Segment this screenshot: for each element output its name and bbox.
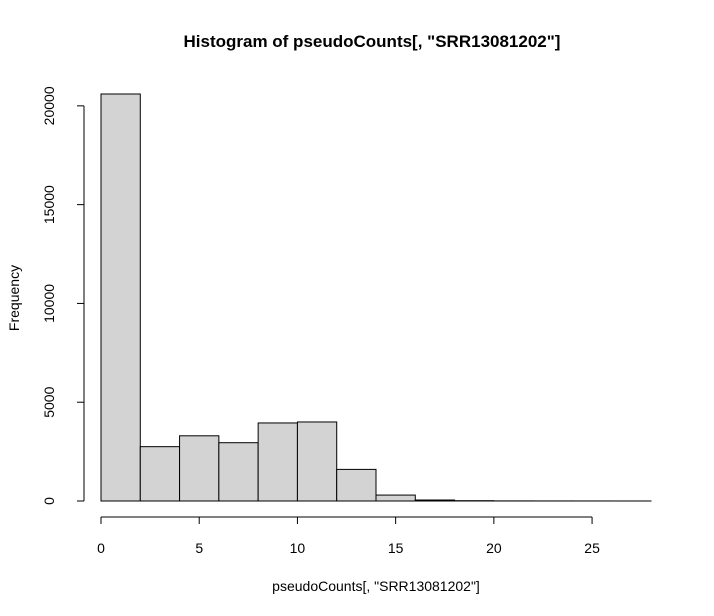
y-tick-label: 10000 xyxy=(41,284,57,323)
x-tick-label: 25 xyxy=(584,540,600,556)
histogram-bar xyxy=(257,422,298,502)
histogram-bar xyxy=(218,442,259,502)
x-tick-label: 20 xyxy=(486,540,502,556)
histogram-bar xyxy=(139,446,181,502)
histogram-bar xyxy=(179,435,220,502)
y-axis-label: Frequency xyxy=(6,265,22,331)
y-tick-label: 0 xyxy=(41,497,57,505)
x-tick-label: 15 xyxy=(388,540,404,556)
histogram-bar xyxy=(336,468,377,502)
x-tick-label: 10 xyxy=(290,540,306,556)
y-tick-label: 15000 xyxy=(41,185,57,224)
y-axis: 0 5000 10000 15000 20000 xyxy=(41,86,85,505)
x-axis: 0 5 10 15 20 25 xyxy=(97,516,600,556)
x-tick-label: 5 xyxy=(195,540,203,556)
y-tick-label: 5000 xyxy=(41,386,57,417)
histogram-bar xyxy=(100,93,141,502)
y-tick-label: 20000 xyxy=(41,86,57,125)
histogram-bar xyxy=(375,494,416,502)
x-tick-label: 0 xyxy=(97,540,105,556)
x-axis-label: pseudoCounts[, "SRR13081202"] xyxy=(272,578,480,594)
histogram-bar xyxy=(296,421,338,502)
histogram-bar xyxy=(414,499,456,502)
bars-group xyxy=(100,93,652,502)
chart-title: Histogram of pseudoCounts[, "SRR13081202… xyxy=(184,32,561,51)
